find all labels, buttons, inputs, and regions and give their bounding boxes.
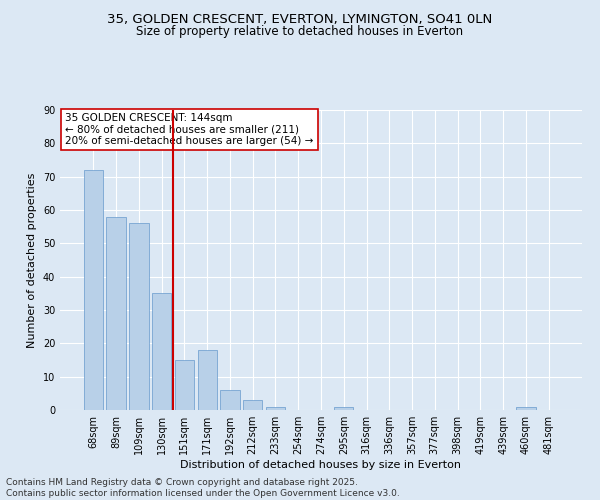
Bar [152, 294, 172, 410]
Bar [220, 390, 239, 410]
Text: Size of property relative to detached houses in Everton: Size of property relative to detached ho… [136, 25, 464, 38]
Bar [243, 400, 262, 410]
Bar [334, 406, 353, 410]
Text: 35 GOLDEN CRESCENT: 144sqm
← 80% of detached houses are smaller (211)
20% of sem: 35 GOLDEN CRESCENT: 144sqm ← 80% of deta… [65, 113, 314, 146]
X-axis label: Distribution of detached houses by size in Everton: Distribution of detached houses by size … [181, 460, 461, 470]
Bar [516, 406, 536, 410]
Bar [129, 224, 149, 410]
Text: Contains HM Land Registry data © Crown copyright and database right 2025.
Contai: Contains HM Land Registry data © Crown c… [6, 478, 400, 498]
Bar [106, 216, 126, 410]
Y-axis label: Number of detached properties: Number of detached properties [27, 172, 37, 348]
Bar [266, 406, 285, 410]
Bar [197, 350, 217, 410]
Bar [175, 360, 194, 410]
Bar [84, 170, 103, 410]
Text: 35, GOLDEN CRESCENT, EVERTON, LYMINGTON, SO41 0LN: 35, GOLDEN CRESCENT, EVERTON, LYMINGTON,… [107, 12, 493, 26]
